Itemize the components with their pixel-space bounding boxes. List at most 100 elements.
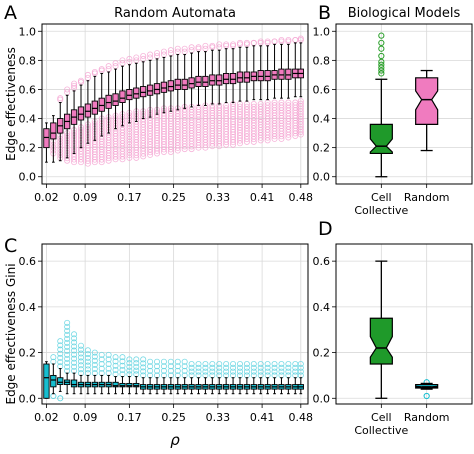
outlier-point xyxy=(202,360,209,367)
y-tick-label: 0.4 xyxy=(19,301,37,314)
box xyxy=(84,103,92,118)
panel-a-ylabel: Edge effectiveness xyxy=(4,47,18,161)
outlier-point xyxy=(91,357,98,364)
outlier-point xyxy=(378,45,385,52)
outlier-point xyxy=(188,44,195,51)
outlier-point xyxy=(160,363,167,370)
outlier-point xyxy=(133,356,140,363)
y-tick-label: 0.4 xyxy=(313,301,331,314)
x-tick-label: 0.41 xyxy=(250,411,275,424)
x-tick-label: 0.09 xyxy=(73,411,98,424)
notched-box xyxy=(415,77,439,125)
outlier-point xyxy=(243,360,250,367)
outlier-point xyxy=(257,103,264,110)
box xyxy=(160,81,168,93)
outlier-point xyxy=(167,367,174,374)
box xyxy=(285,68,292,80)
outlier-point xyxy=(285,99,292,106)
outlier-point xyxy=(64,359,71,366)
outlier-point xyxy=(250,368,257,375)
box xyxy=(43,128,50,149)
box xyxy=(57,377,64,386)
outlier-point xyxy=(57,342,64,349)
outlier-point xyxy=(181,363,188,370)
outlier-point xyxy=(84,71,91,78)
outlier-point xyxy=(297,35,304,42)
outlier-point xyxy=(64,327,71,334)
axes-frame xyxy=(335,23,473,185)
outlier-point xyxy=(147,358,154,365)
outlier-point xyxy=(236,360,243,367)
outlier-point xyxy=(216,368,223,375)
outlier-point xyxy=(285,368,292,375)
outlier-point xyxy=(297,368,304,375)
box xyxy=(236,71,244,83)
x-tick-label: 0.33 xyxy=(206,411,231,424)
outlier-point xyxy=(77,350,84,357)
outlier-point xyxy=(181,367,188,374)
box xyxy=(229,73,237,85)
outlier-point xyxy=(133,367,140,374)
outlier-point xyxy=(57,346,64,353)
outlier-point xyxy=(236,103,243,110)
outlier-point xyxy=(209,364,216,371)
box xyxy=(153,83,161,95)
x-tick-label: Collective xyxy=(354,424,408,437)
outlier-point xyxy=(257,360,264,367)
outlier-point xyxy=(250,360,257,367)
outlier-point xyxy=(154,363,161,370)
outlier-point xyxy=(216,360,223,367)
outlier-point xyxy=(292,99,299,106)
outlier-point xyxy=(223,364,230,371)
panel-letter-c: C xyxy=(4,235,17,257)
box xyxy=(257,70,264,82)
outlier-point xyxy=(64,86,71,93)
x-tick-label: Random xyxy=(404,411,450,424)
box xyxy=(174,78,181,90)
box xyxy=(181,78,188,90)
outlier-point xyxy=(98,360,105,367)
outlier-point xyxy=(188,360,195,367)
outlier-point xyxy=(188,364,195,371)
box xyxy=(146,84,154,96)
outlier-point xyxy=(64,343,71,350)
box xyxy=(105,94,112,109)
y-tick-label: 0.0 xyxy=(313,392,331,405)
x-tick-label: Cell xyxy=(371,411,392,424)
outlier-point xyxy=(243,103,250,110)
box xyxy=(70,379,78,388)
outlier-point xyxy=(71,347,78,354)
axes-frame xyxy=(41,243,309,405)
outlier-point xyxy=(154,50,161,57)
outlier-point xyxy=(216,41,223,48)
outlier-point xyxy=(195,44,202,51)
box xyxy=(126,89,133,101)
outlier-point xyxy=(112,362,119,369)
panel-letter-d: D xyxy=(318,218,333,240)
outlier-point xyxy=(77,366,84,373)
outlier-point xyxy=(91,353,98,360)
outlier-point xyxy=(230,360,237,367)
outlier-point xyxy=(243,39,250,46)
outlier-point xyxy=(223,368,230,375)
outlier-point xyxy=(91,69,98,76)
panel-c-ylabel: Edge effectiveness Gini xyxy=(4,263,18,404)
outlier-point xyxy=(250,103,257,110)
outlier-point xyxy=(154,367,161,374)
y-tick-label: 0.4 xyxy=(19,113,37,126)
outlier-point xyxy=(223,105,230,112)
outlier-point xyxy=(105,356,112,363)
outlier-point xyxy=(230,364,237,371)
outlier-point xyxy=(98,66,105,73)
outlier-point xyxy=(174,358,181,365)
x-tick-label: 0.09 xyxy=(73,191,98,204)
outlier-point xyxy=(209,368,216,375)
outlier-point xyxy=(57,359,64,366)
panel-c-xlabel: ρ xyxy=(170,431,180,449)
outlier-point xyxy=(57,354,64,361)
outlier-point xyxy=(126,367,133,374)
y-tick-label: 0.6 xyxy=(19,255,37,268)
outlier-point xyxy=(216,105,223,112)
outlier-point xyxy=(181,45,188,52)
outlier-point xyxy=(236,39,243,46)
